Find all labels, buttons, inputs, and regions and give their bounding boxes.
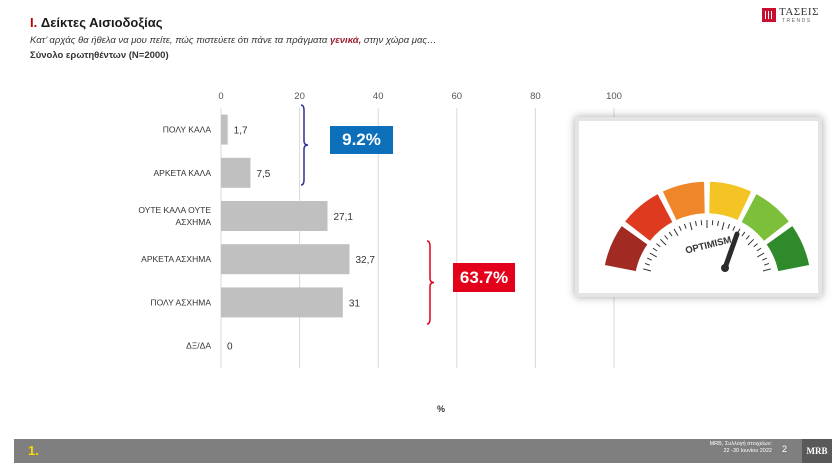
gauge-tick [659, 238, 667, 246]
taseis-logo: ΤΑΣΕΙΣ TRENDS [762, 6, 824, 26]
bar-1 [221, 157, 251, 188]
gauge-segment-2 [660, 180, 707, 222]
gauge-label: OPTIMISM [684, 235, 732, 257]
category-label-0: ΠΟΛΥ ΚΑΛΑ [163, 125, 212, 135]
page-badge: 1. [28, 443, 39, 458]
bar-4 [221, 287, 343, 318]
question-emphasis: γενικά, [329, 35, 362, 46]
logo-name: ΤΑΣΕΙΣ [779, 6, 819, 18]
positive-bracket [300, 104, 309, 186]
gauge-tick [652, 247, 658, 252]
gauge-tick [695, 220, 697, 227]
mrb-logo: MRB [802, 439, 832, 463]
value-label-3: 32,7 [356, 255, 376, 266]
gauge-tick [664, 235, 669, 240]
source-line-1: MRB, Συλλογή στοιχείων: [709, 441, 772, 447]
gauge-tick [643, 268, 652, 272]
gauge-segment-0 [603, 224, 650, 273]
gauge-segment-1 [623, 192, 675, 243]
gauge-tick [727, 223, 731, 229]
gauge-tick [673, 228, 679, 237]
gauge-tick [762, 268, 771, 272]
x-tick-label-0: 0 [218, 91, 223, 102]
category-label-4: ΠΟΛΥ ΑΣΧΗΜΑ [150, 297, 211, 307]
logo-mark-icon [762, 8, 776, 22]
gauge-tick [644, 262, 650, 266]
page-number: 2 [782, 444, 788, 454]
gauge-tick [756, 247, 762, 252]
category-label-2: ΑΣΧΗΜΑ [176, 217, 212, 227]
sample-size: Σύνολο ερωτηθέντων (N=2000) [30, 50, 169, 61]
bar-2 [221, 201, 328, 231]
category-label-2: ΟΥΤΕ ΚΑΛΑ ΟΥΤΕ [138, 205, 211, 215]
title-text: Δείκτες Αισιοδοξίας [40, 15, 163, 30]
question-pre: Κατ’ αρχάς θα ήθελα να μου πείτε, πώς πι… [30, 35, 330, 46]
x-tick-label-3: 60 [452, 91, 463, 102]
gauge-tick [683, 223, 687, 229]
gauge-tick [678, 225, 682, 231]
value-label-4: 31 [349, 298, 361, 309]
gauge-tick [756, 252, 765, 258]
gauge-tick [745, 235, 750, 240]
x-tick-label-5: 100 [606, 91, 622, 102]
gauge-segment-3 [707, 180, 754, 222]
gauge-tick [764, 262, 770, 266]
bar-3 [221, 244, 350, 275]
bar-0 [221, 114, 228, 145]
question-text: Κατ’ αρχάς θα ήθελα να μου πείτε, πώς πι… [30, 35, 437, 46]
gauge-segment-4 [739, 192, 791, 243]
negative-bracket [426, 240, 435, 325]
category-label-1: ΑΡΚΕΤΑ ΚΑΛΑ [154, 168, 212, 178]
value-label-1: 7,5 [256, 169, 270, 180]
x-tick-label-4: 80 [530, 91, 541, 102]
x-tick-label-2: 40 [373, 91, 384, 102]
gauge-needle-icon [722, 231, 740, 271]
gauge-tick [646, 257, 652, 261]
gauge-tick [668, 231, 673, 237]
gauge-segment-5 [764, 224, 811, 273]
section-number: I. [30, 15, 38, 30]
category-label-3: ΑΡΚΕΤΑ ΑΣΧΗΜΑ [141, 254, 211, 264]
negative-total-callout: 63.7% [453, 263, 515, 292]
category-label-5: ΔΞ/ΔΑ [186, 341, 211, 351]
gauge-tick [753, 243, 758, 248]
value-label-2: 27,1 [334, 212, 354, 223]
gauge-tick [689, 222, 693, 231]
gauge-tick [721, 222, 725, 231]
logo-sub: TRENDS [782, 18, 812, 24]
gauge-needle-hub [721, 264, 729, 272]
gauge-tick [649, 252, 658, 258]
gauge-tick [656, 243, 661, 248]
source-line-2: 22 -30 Ιουνίου 2022 [723, 448, 772, 454]
positive-total-callout: 9.2% [330, 126, 393, 154]
x-axis-label: % [437, 404, 445, 414]
value-label-5: 0 [227, 342, 233, 353]
gauge-tick [741, 231, 746, 237]
question-post: στην χώρα μας… [361, 35, 437, 46]
footer-bar: 1. MRB, Συλλογή στοιχείων: 22 -30 Ιουνίου… [14, 439, 832, 463]
x-tick-label-1: 20 [294, 91, 305, 102]
gauge-tick [732, 225, 736, 231]
gauge-svg: OPTIMISM [603, 180, 811, 273]
gauge-tick [717, 220, 719, 227]
source-note: MRB, Συλλογή στοιχείων: 22 -30 Ιουνίου 20… [710, 441, 772, 455]
gauge-tick [747, 238, 755, 246]
gauge-tick [762, 257, 768, 261]
page-title: I. Δείκτες Αισιοδοξίας [30, 15, 163, 30]
value-label-0: 1,7 [234, 126, 248, 137]
optimism-gauge-image: OPTIMISM [575, 117, 822, 297]
